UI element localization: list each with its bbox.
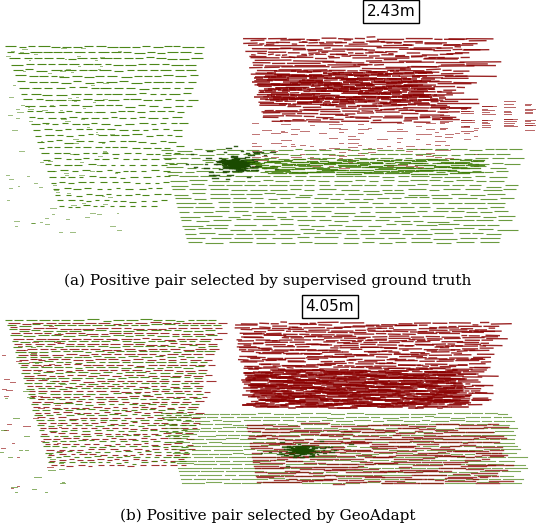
Text: (b) Positive pair selected by GeoAdapt: (b) Positive pair selected by GeoAdapt [120, 509, 416, 523]
Text: (a) Positive pair selected by supervised ground truth: (a) Positive pair selected by supervised… [64, 273, 472, 288]
Text: 2.43m: 2.43m [367, 4, 415, 19]
Text: 4.05m: 4.05m [306, 299, 354, 314]
